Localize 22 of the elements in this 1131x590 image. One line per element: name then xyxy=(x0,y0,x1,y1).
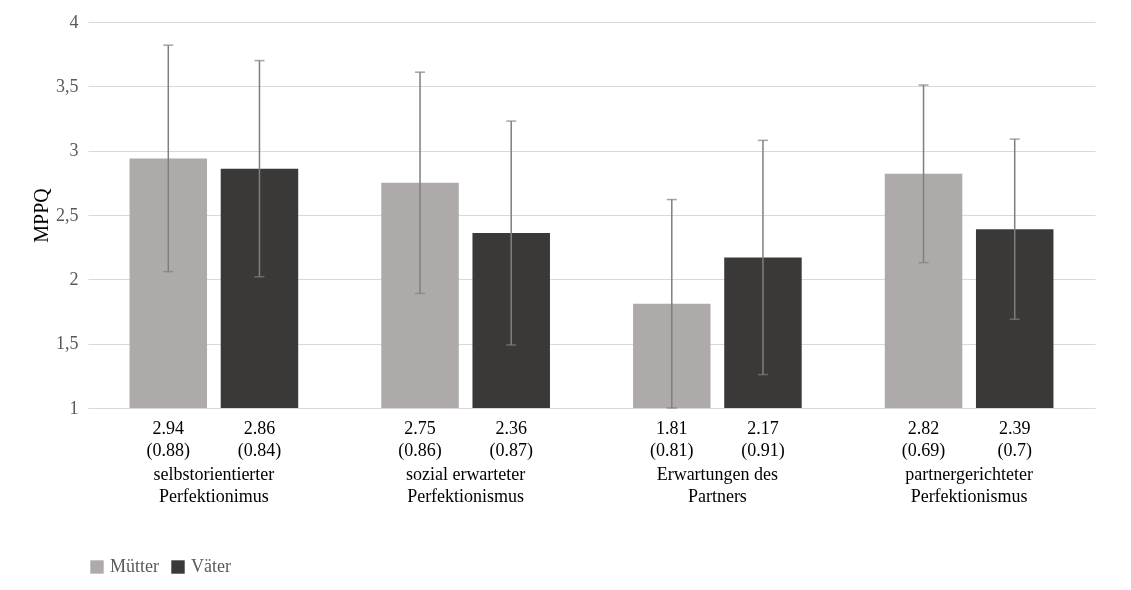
data-label: 2.36 (0.87) xyxy=(489,418,533,461)
x-tick-label: partnergerichteter Perfektionismus xyxy=(905,464,1033,506)
data-label: 1.81 (0.81) xyxy=(650,418,694,461)
y-tick-label: 2 xyxy=(69,268,79,289)
data-label: 2.94 (0.88) xyxy=(146,418,191,461)
data-label: 2.39 (0.7) xyxy=(997,418,1032,461)
y-tick-label: 1 xyxy=(69,397,79,418)
data-label: 2.17 (0.91) xyxy=(741,418,785,461)
x-tick-label: selbstorientierter Perfektionimus xyxy=(153,464,275,506)
y-tick-label: 3 xyxy=(69,140,79,161)
y-tick-label: 3,5 xyxy=(56,75,79,96)
y-tick-label: 1,5 xyxy=(56,333,79,354)
y-tick-label: 2,5 xyxy=(56,204,79,225)
legend-label: Mütter xyxy=(110,556,159,576)
legend-label: Väter xyxy=(191,556,231,576)
data-label: 2.86 (0.84) xyxy=(237,418,282,461)
x-tick-label: sozial erwarteter Perfektionismus xyxy=(405,464,526,506)
y-tick-label: 4 xyxy=(69,11,79,32)
y-axis-title: MPPQ xyxy=(30,187,52,243)
data-label: 2.82 (0.69) xyxy=(901,418,946,461)
data-label: 2.75 (0.86) xyxy=(398,418,442,461)
x-tick-label: Erwartungen des Partners xyxy=(656,464,779,506)
